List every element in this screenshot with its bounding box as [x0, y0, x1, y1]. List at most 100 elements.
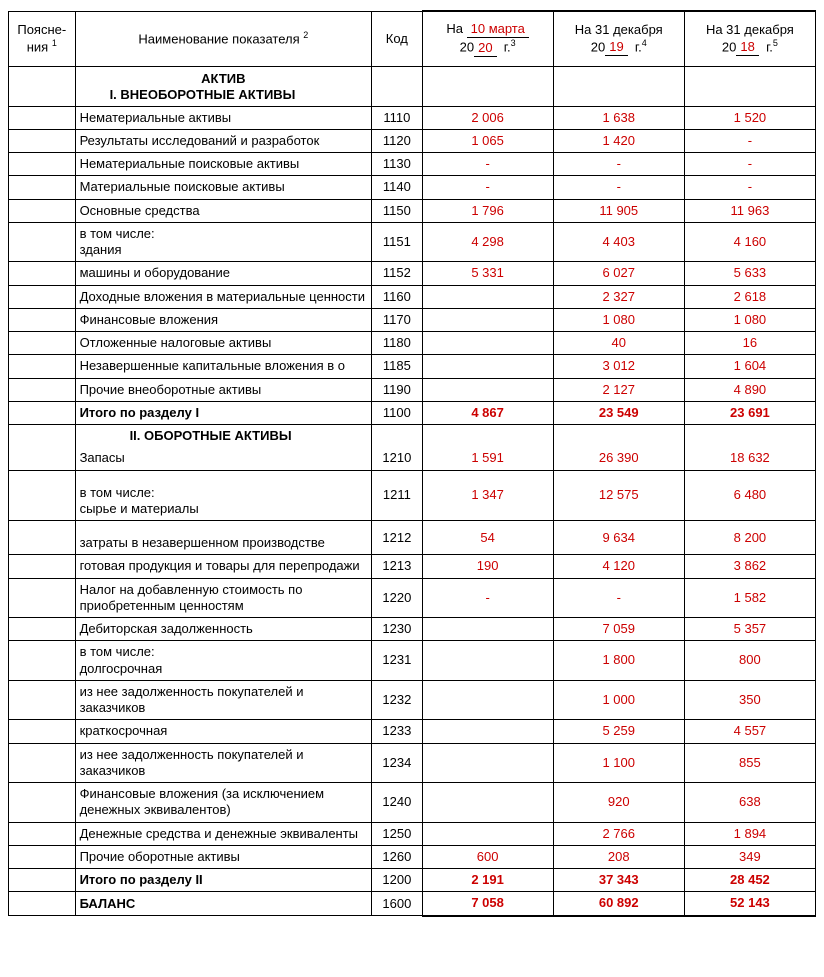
header-cell: На 10 марта2020 г.3 [422, 11, 553, 67]
value-cell [422, 285, 553, 308]
value-cell: 1 638 [553, 106, 684, 129]
value-cell [422, 720, 553, 743]
value-cell: 60 892 [553, 892, 684, 916]
indicator-code: 1213 [372, 555, 422, 578]
value-cell: 28 452 [684, 869, 815, 892]
value-cell: 1 347 [422, 470, 553, 521]
value-cell: 1 582 [684, 578, 815, 618]
value-cell: 190 [422, 555, 553, 578]
value-cell: 1 894 [684, 822, 815, 845]
indicator-code: 1190 [372, 378, 422, 401]
value-cell: 1 080 [684, 308, 815, 331]
value-cell: 2 127 [553, 378, 684, 401]
value-cell: 6 027 [553, 262, 684, 285]
indicator-code: 1250 [372, 822, 422, 845]
header-cell: На 31 декабря2019 г.4 [553, 11, 684, 67]
indicator-code: 1151 [372, 222, 422, 262]
value-cell: 208 [553, 845, 684, 868]
value-cell: 9 634 [553, 521, 684, 555]
value-cell: 40 [553, 332, 684, 355]
value-cell: 23 691 [684, 401, 815, 424]
indicator-name: затраты в незавершенном производстве [75, 521, 372, 555]
value-cell: 4 120 [553, 555, 684, 578]
indicator-name: краткосрочная [75, 720, 372, 743]
indicator-name: Материальные поисковые активы [75, 176, 372, 199]
indicator-code: 1233 [372, 720, 422, 743]
value-cell: 26 390 [553, 447, 684, 470]
value-cell: 11 963 [684, 199, 815, 222]
indicator-name: Запасы [75, 447, 372, 470]
value-cell: 638 [684, 783, 815, 823]
value-cell [422, 618, 553, 641]
indicator-name: в том числе:долгосрочная [75, 641, 372, 681]
indicator-code: 1231 [372, 641, 422, 681]
value-cell: 920 [553, 783, 684, 823]
indicator-name: Отложенные налоговые активы [75, 332, 372, 355]
indicator-code: 1130 [372, 153, 422, 176]
value-cell: 5 357 [684, 618, 815, 641]
indicator-code: 1170 [372, 308, 422, 331]
value-cell: 2 618 [684, 285, 815, 308]
value-cell: 1 604 [684, 355, 815, 378]
indicator-code: 1110 [372, 106, 422, 129]
indicator-code: 1200 [372, 869, 422, 892]
value-cell [422, 308, 553, 331]
value-cell: 52 143 [684, 892, 815, 916]
indicator-name: Основные средства [75, 199, 372, 222]
value-cell: 4 867 [422, 401, 553, 424]
value-cell: 7 058 [422, 892, 553, 916]
indicator-code: 1180 [372, 332, 422, 355]
indicator-code: 1100 [372, 401, 422, 424]
indicator-code: 1260 [372, 845, 422, 868]
value-cell: 2 766 [553, 822, 684, 845]
indicator-name: Дебиторская задолженность [75, 618, 372, 641]
value-cell: 1 080 [553, 308, 684, 331]
header-cell: Наименование показателя 2 [75, 11, 372, 67]
indicator-code: 1140 [372, 176, 422, 199]
value-cell: 4 403 [553, 222, 684, 262]
value-cell: - [553, 153, 684, 176]
value-cell: 54 [422, 521, 553, 555]
indicator-code: 1234 [372, 743, 422, 783]
indicator-code: 1212 [372, 521, 422, 555]
header-cell: На 31 декабря2018 г.5 [684, 11, 815, 67]
indicator-code: 1220 [372, 578, 422, 618]
value-cell: 8 200 [684, 521, 815, 555]
value-cell: 2 191 [422, 869, 553, 892]
value-cell: 18 632 [684, 447, 815, 470]
value-cell: - [684, 176, 815, 199]
value-cell: 4 557 [684, 720, 815, 743]
value-cell: 1 800 [553, 641, 684, 681]
indicator-code: 1210 [372, 447, 422, 470]
value-cell: 3 862 [684, 555, 815, 578]
value-cell: - [422, 153, 553, 176]
indicator-name: Незавершенные капитальные вложения в о [75, 355, 372, 378]
indicator-code: 1211 [372, 470, 422, 521]
section-2-header: II. ОБОРОТНЫЕ АКТИВЫ [75, 425, 372, 448]
indicator-code: 1230 [372, 618, 422, 641]
value-cell [422, 378, 553, 401]
indicator-name: Нематериальные поисковые активы [75, 153, 372, 176]
value-cell: 4 160 [684, 222, 815, 262]
value-cell: 4 298 [422, 222, 553, 262]
header-cell: Код [372, 11, 422, 67]
value-cell: - [684, 153, 815, 176]
indicator-name: Прочие внеоборотные активы [75, 378, 372, 401]
balance-sheet-table: Поясне-ния 1Наименование показателя 2Код… [8, 10, 816, 917]
indicator-name: Финансовые вложения [75, 308, 372, 331]
value-cell: 5 633 [684, 262, 815, 285]
value-cell: 11 905 [553, 199, 684, 222]
indicator-name: БАЛАНС [75, 892, 372, 916]
value-cell: - [422, 176, 553, 199]
value-cell: - [422, 578, 553, 618]
value-cell: 37 343 [553, 869, 684, 892]
header-cell: Поясне-ния 1 [9, 11, 76, 67]
value-cell: 1 591 [422, 447, 553, 470]
value-cell: 1 520 [684, 106, 815, 129]
indicator-name: Доходные вложения в материальные ценност… [75, 285, 372, 308]
indicator-name: Итого по разделу II [75, 869, 372, 892]
value-cell [422, 822, 553, 845]
value-cell [422, 680, 553, 720]
value-cell: 1 420 [553, 129, 684, 152]
value-cell: 1 100 [553, 743, 684, 783]
